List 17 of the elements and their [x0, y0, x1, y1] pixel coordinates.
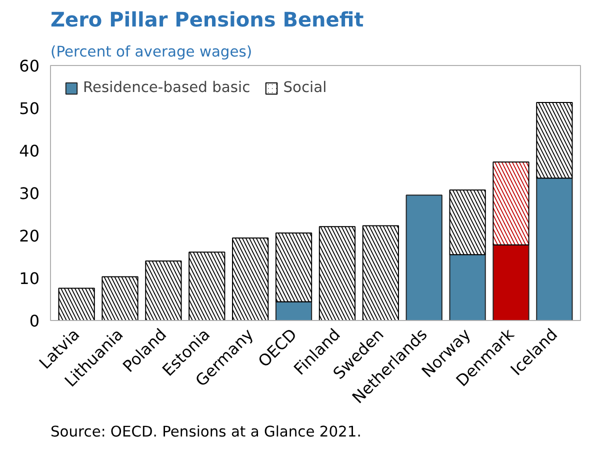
y-tick-label: 50 — [19, 99, 40, 118]
chart-subtitle: (Percent of average wages) — [50, 44, 252, 60]
bar — [536, 178, 573, 320]
y-tick-label: 30 — [19, 184, 40, 203]
legend-label: Residence-based basic — [83, 79, 250, 96]
bar — [449, 254, 486, 320]
bar — [492, 244, 530, 320]
y-tick-label: 60 — [19, 56, 40, 76]
chart-title: Zero Pillar Pensions Benefit — [50, 8, 364, 32]
y-tick-label: 0 — [29, 312, 40, 330]
legend-label: Social — [283, 79, 327, 96]
bar — [275, 301, 312, 320]
y-tick-label: 20 — [19, 226, 40, 246]
source-note: Source: OECD. Pensions at a Glance 2021. — [50, 424, 362, 440]
y-tick-label: 10 — [19, 269, 40, 288]
y-tick-label: 40 — [19, 142, 40, 160]
bar — [406, 194, 442, 320]
